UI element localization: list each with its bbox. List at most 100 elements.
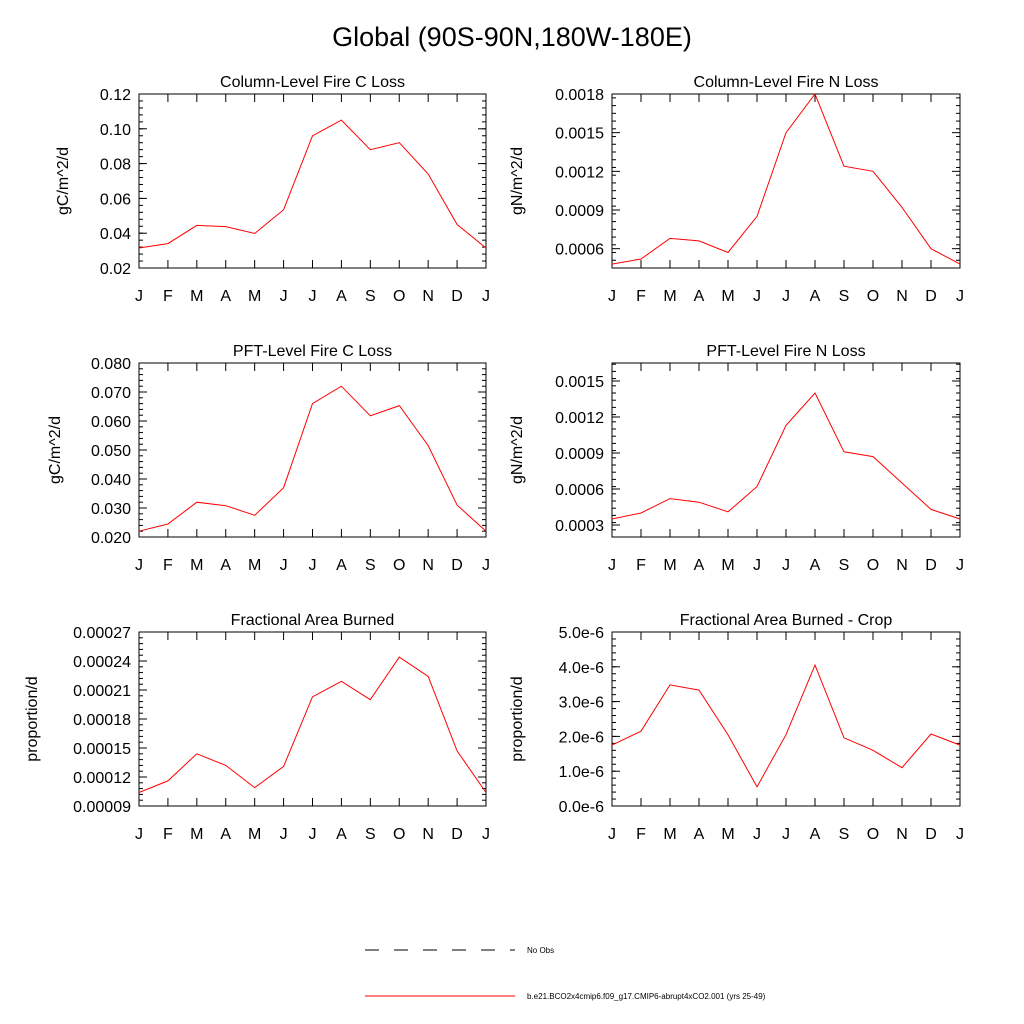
x-tick-label: M — [248, 557, 261, 574]
x-tick-label: J — [782, 557, 790, 574]
y-axis-label: gC/m^2/d — [55, 147, 72, 215]
x-tick-label: O — [393, 826, 405, 843]
x-tick-label: M — [721, 557, 734, 574]
x-tick-label: S — [839, 557, 850, 574]
x-tick-label: N — [896, 826, 908, 843]
x-tick-label: M — [190, 826, 203, 843]
y-tick-label: 0.00027 — [73, 625, 131, 642]
x-tick-label: S — [365, 557, 376, 574]
y-axis-label: proportion/d — [24, 676, 41, 761]
x-tick-label: O — [867, 288, 879, 305]
x-tick-label: F — [163, 288, 173, 305]
chart-title: Column-Level Fire C Loss — [220, 74, 405, 91]
y-axis-label: gN/m^2/d — [509, 147, 526, 215]
y-tick-label: 0.06 — [100, 191, 131, 208]
y-tick-label: 0.0006 — [555, 482, 604, 499]
x-tick-label: A — [694, 288, 705, 305]
x-tick-label: S — [365, 826, 376, 843]
x-tick-label: J — [753, 826, 761, 843]
page-title: Global (90S-90N,180W-180E) — [332, 22, 692, 52]
y-tick-label: 0.08 — [100, 157, 131, 174]
x-tick-label: A — [810, 288, 821, 305]
x-tick-label: J — [309, 288, 317, 305]
x-tick-label: J — [135, 826, 143, 843]
plot-frame — [611, 362, 961, 538]
x-tick-label: M — [663, 288, 676, 305]
y-tick-label: 0.0006 — [555, 242, 604, 259]
x-tick-label: A — [336, 557, 347, 574]
x-tick-label: J — [482, 826, 490, 843]
x-tick-label: D — [451, 826, 463, 843]
x-tick-label: A — [220, 557, 231, 574]
x-tick-label: A — [810, 557, 821, 574]
x-tick-label: J — [753, 557, 761, 574]
y-tick-label: 0.00015 — [73, 741, 131, 758]
x-tick-label: A — [336, 826, 347, 843]
chart-title: Fractional Area Burned - Crop — [680, 612, 893, 629]
y-tick-label: 0.050 — [91, 443, 131, 460]
x-tick-label: O — [867, 826, 879, 843]
y-tick-label: 4.0e-6 — [559, 660, 604, 677]
x-tick-label: A — [336, 288, 347, 305]
x-tick-label: M — [721, 288, 734, 305]
x-tick-label: M — [248, 826, 261, 843]
y-axis-label: gN/m^2/d — [509, 416, 526, 484]
x-tick-label: J — [309, 557, 317, 574]
plot-frame — [138, 93, 487, 269]
x-tick-label: J — [482, 557, 490, 574]
x-tick-label: A — [810, 826, 821, 843]
y-tick-label: 2.0e-6 — [559, 729, 604, 746]
x-tick-label: J — [608, 557, 616, 574]
chart-title: PFT-Level Fire N Loss — [706, 343, 865, 360]
y-tick-label: 0.0018 — [555, 87, 604, 104]
x-tick-label: N — [896, 557, 908, 574]
series-line — [611, 92, 961, 265]
y-tick-label: 0.00021 — [73, 683, 131, 700]
y-tick-label: 0.070 — [91, 385, 131, 402]
legend: No Obs b.e21.BCO2x4cmip6.f09_g17.CMIP6-ab… — [365, 946, 766, 1001]
x-tick-label: J — [608, 288, 616, 305]
plot-frame — [611, 93, 961, 269]
x-tick-label: M — [663, 557, 676, 574]
y-tick-label: 0.12 — [100, 87, 131, 104]
y-tick-label: 0.0015 — [555, 126, 604, 143]
x-tick-label: D — [451, 557, 463, 574]
plot-frame — [611, 631, 961, 807]
x-tick-label: M — [190, 288, 203, 305]
y-tick-label: 0.0e-6 — [559, 799, 604, 816]
y-axis-label: gC/m^2/d — [47, 416, 64, 484]
chart-title: Fractional Area Burned — [231, 612, 395, 629]
x-tick-label: F — [163, 826, 173, 843]
x-tick-label: S — [365, 288, 376, 305]
x-tick-label: J — [309, 826, 317, 843]
x-tick-label: J — [280, 557, 288, 574]
x-tick-label: D — [451, 288, 463, 305]
x-tick-label: M — [248, 288, 261, 305]
x-tick-label: A — [220, 288, 231, 305]
y-tick-label: 0.0015 — [555, 374, 604, 391]
legend-label-case: b.e21.BCO2x4cmip6.f09_g17.CMIP6-abrupt4x… — [527, 992, 766, 1001]
y-tick-label: 1.0e-6 — [559, 764, 604, 781]
y-tick-label: 0.0003 — [555, 518, 604, 535]
y-tick-label: 0.080 — [91, 356, 131, 373]
x-tick-label: D — [925, 288, 937, 305]
x-tick-label: A — [694, 557, 705, 574]
x-tick-label: O — [393, 288, 405, 305]
chart-panel-6: Fractional Area Burned - Crop proportion/… — [509, 612, 964, 843]
y-tick-label: 0.00012 — [73, 770, 131, 787]
series-line — [138, 656, 487, 793]
y-tick-label: 0.02 — [100, 261, 131, 278]
series-line — [138, 119, 487, 249]
x-tick-label: J — [753, 288, 761, 305]
y-axis-label: proportion/d — [509, 676, 526, 761]
y-tick-label: 3.0e-6 — [559, 695, 604, 712]
x-tick-label: M — [721, 826, 734, 843]
y-tick-label: 0.04 — [100, 226, 131, 243]
x-tick-label: D — [925, 557, 937, 574]
x-tick-label: M — [190, 557, 203, 574]
series-line — [138, 385, 487, 532]
x-tick-label: F — [163, 557, 173, 574]
x-tick-label: J — [782, 288, 790, 305]
